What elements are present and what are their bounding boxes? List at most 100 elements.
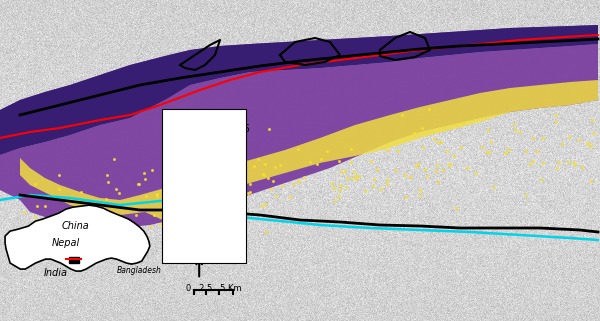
Point xyxy=(271,193,281,198)
Point xyxy=(529,135,538,140)
Point xyxy=(155,221,165,227)
Point xyxy=(330,197,340,203)
Point xyxy=(101,197,111,202)
Point xyxy=(411,163,421,169)
Point xyxy=(323,149,332,154)
Point xyxy=(316,157,325,162)
Point xyxy=(509,122,518,127)
Point xyxy=(586,178,595,183)
Polygon shape xyxy=(0,25,598,155)
Point xyxy=(376,187,386,192)
Point xyxy=(486,139,496,144)
Point xyxy=(110,210,120,215)
Point xyxy=(574,137,584,143)
Point xyxy=(250,163,259,169)
Point xyxy=(335,182,344,187)
Point xyxy=(286,194,295,199)
Point xyxy=(232,186,242,191)
Point xyxy=(147,168,157,173)
Point xyxy=(370,176,379,181)
Point xyxy=(189,185,199,190)
Point xyxy=(354,174,364,179)
Point xyxy=(214,174,223,179)
Point xyxy=(500,151,510,156)
Point xyxy=(415,187,425,192)
Point xyxy=(563,160,573,165)
Point xyxy=(471,170,481,176)
Polygon shape xyxy=(0,44,598,228)
Point xyxy=(121,202,130,207)
Point xyxy=(107,243,116,248)
Point xyxy=(54,187,64,192)
Point xyxy=(140,177,149,182)
Point xyxy=(589,130,599,135)
Point xyxy=(372,166,382,171)
Point xyxy=(63,215,73,221)
Point xyxy=(293,178,303,184)
Point xyxy=(305,159,315,164)
Point xyxy=(346,147,356,152)
Point xyxy=(521,149,530,154)
Point xyxy=(260,162,270,167)
Point xyxy=(557,142,567,147)
Point xyxy=(259,171,268,176)
Point xyxy=(312,162,322,167)
Point xyxy=(39,217,49,222)
Point xyxy=(351,177,361,182)
Point xyxy=(262,230,271,235)
Point xyxy=(54,172,64,177)
Point xyxy=(264,127,274,132)
Point xyxy=(329,185,338,190)
Point xyxy=(91,209,100,214)
Text: India: India xyxy=(44,268,68,278)
Point xyxy=(99,206,109,211)
Point xyxy=(438,168,448,173)
Point xyxy=(352,173,361,178)
Point xyxy=(446,162,455,167)
Point xyxy=(185,177,194,182)
Point xyxy=(82,204,92,210)
Point xyxy=(25,236,34,241)
Point xyxy=(361,188,370,194)
Point xyxy=(152,194,161,199)
Point xyxy=(266,187,275,192)
Point xyxy=(451,205,460,211)
Point xyxy=(131,213,140,218)
Point xyxy=(193,209,202,214)
Point xyxy=(293,146,303,151)
Point xyxy=(289,181,298,187)
Point xyxy=(449,154,459,159)
Point xyxy=(382,182,392,187)
Point xyxy=(187,193,196,198)
Point xyxy=(160,190,170,195)
Text: N: N xyxy=(194,240,204,250)
Point xyxy=(245,181,255,186)
Polygon shape xyxy=(5,205,150,271)
Point xyxy=(337,170,346,175)
Point xyxy=(210,190,220,195)
Point xyxy=(196,186,205,191)
Point xyxy=(146,224,155,229)
Point xyxy=(213,187,223,192)
Point xyxy=(139,170,148,176)
Point xyxy=(208,191,217,196)
Point xyxy=(271,165,280,170)
Point xyxy=(551,119,561,124)
Point xyxy=(295,178,304,184)
Point xyxy=(109,157,118,162)
Point xyxy=(433,140,442,145)
Point xyxy=(40,204,50,209)
Point xyxy=(477,144,487,150)
Point xyxy=(178,204,187,209)
Polygon shape xyxy=(0,10,598,155)
Point xyxy=(504,146,514,152)
Point xyxy=(31,215,40,220)
Text: China: China xyxy=(62,221,90,231)
Point xyxy=(334,159,343,164)
Point xyxy=(327,180,337,186)
Point xyxy=(172,186,182,191)
Point xyxy=(104,180,113,185)
Point xyxy=(431,168,440,173)
Point xyxy=(521,193,531,198)
Point xyxy=(400,172,409,177)
